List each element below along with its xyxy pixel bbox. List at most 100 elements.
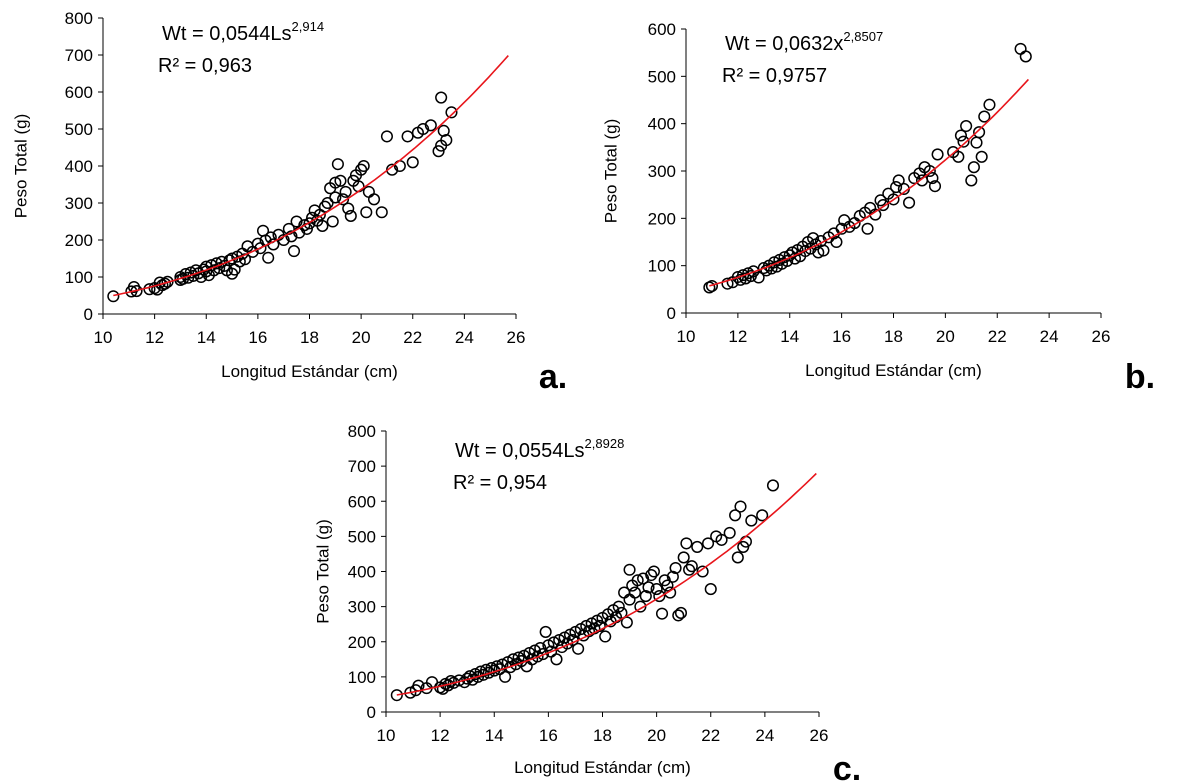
data-point — [957, 135, 970, 148]
equation-label: Wt = 0,0554Ls2,8928 — [455, 436, 624, 462]
data-point — [647, 565, 660, 578]
data-point — [593, 619, 606, 632]
data-point — [655, 607, 669, 620]
data-point — [161, 275, 174, 288]
x-tick-label: 14 — [197, 328, 216, 347]
data-point — [887, 193, 900, 206]
data-point — [339, 185, 352, 198]
y-axis-label: Peso Total (g) — [11, 114, 30, 219]
data-point — [357, 159, 370, 173]
data-point — [367, 193, 381, 206]
data-point — [965, 174, 978, 187]
data-point — [290, 215, 303, 228]
data-point — [628, 586, 642, 599]
y-axis-label: Peso Total (g) — [313, 519, 332, 624]
data-point — [715, 533, 728, 546]
x-tick-label: 14 — [780, 327, 799, 346]
data-point — [474, 665, 487, 678]
equation-label: Wt = 0,0544Ls2,914 — [162, 19, 324, 45]
x-axis-label: Longitud Estándar (cm) — [805, 361, 982, 380]
data-point — [892, 174, 905, 187]
chart-panel-c: 0 100 200 300 400 500 600 700 800 10 12 14 16 18 20 22 2… — [313, 422, 861, 783]
data-point — [653, 590, 666, 603]
trendline — [709, 78, 1029, 287]
x-tick-label: 24 — [455, 328, 474, 347]
data-point — [534, 642, 547, 655]
data-point — [954, 129, 967, 142]
trendline — [396, 472, 817, 696]
y-tick-label: 300 — [65, 194, 93, 213]
x-tick-label: 10 — [94, 328, 113, 347]
data-point — [360, 206, 373, 219]
y-tick-label: 700 — [348, 457, 376, 476]
data-point — [321, 196, 334, 210]
x-tick-label: 12 — [431, 726, 450, 745]
data-point — [903, 196, 916, 209]
y-tick-label: 400 — [648, 115, 676, 134]
y-tick-label: 200 — [65, 231, 93, 250]
data-point — [463, 670, 476, 683]
data-point — [432, 145, 445, 158]
data-point — [1019, 50, 1032, 63]
y-tick-label: 800 — [65, 9, 93, 28]
x-tick-label: 18 — [884, 327, 903, 346]
data-point — [380, 130, 393, 143]
data-point — [480, 663, 493, 676]
equation-exponent: 2,8928 — [585, 436, 625, 451]
data-point — [440, 134, 453, 147]
y-tick-label: 600 — [648, 20, 676, 39]
data-point — [634, 600, 647, 613]
x-tick-label: 22 — [701, 726, 720, 745]
x-tick-label: 26 — [810, 726, 829, 745]
x-tick-label: 10 — [377, 726, 396, 745]
data-point — [639, 590, 652, 603]
y-tick-label: 400 — [348, 563, 376, 582]
data-point — [572, 642, 585, 655]
data-point — [444, 675, 458, 688]
x-tick-label: 12 — [145, 328, 164, 347]
x-axis-label: Longitud Estándar (cm) — [514, 758, 691, 777]
x-tick-label: 16 — [248, 328, 267, 347]
y-tick-label: 600 — [65, 83, 93, 102]
data-point — [723, 526, 736, 539]
panel-label: c. — [833, 750, 861, 783]
x-tick-label: 22 — [988, 327, 1007, 346]
trendline — [113, 55, 509, 297]
panel-label: b. — [1125, 358, 1155, 396]
data-point — [696, 565, 709, 578]
data-point — [107, 290, 120, 303]
data-point — [424, 119, 437, 132]
data-point — [742, 267, 755, 280]
x-tick-label: 24 — [1040, 327, 1059, 346]
y-axis-label: Peso Total (g) — [601, 119, 620, 224]
y-tick-label: 500 — [348, 527, 376, 546]
data-point — [417, 122, 430, 136]
data-point — [642, 581, 655, 594]
data-point — [650, 583, 663, 596]
data-point — [637, 572, 650, 585]
data-point — [807, 232, 820, 245]
data-point — [588, 622, 601, 635]
data-point — [691, 540, 704, 553]
data-point — [975, 150, 988, 163]
data-point — [812, 246, 825, 259]
equation-base: Wt = 0,0632x — [725, 33, 843, 55]
equation-exponent: 2,8507 — [843, 29, 883, 44]
data-point — [303, 217, 316, 230]
data-point — [344, 209, 357, 222]
data-point — [978, 110, 991, 123]
data-point — [931, 148, 944, 161]
data-point — [553, 633, 566, 647]
data-point — [262, 251, 275, 264]
data-point — [612, 600, 625, 613]
data-point — [375, 206, 388, 219]
y-tick-label: 100 — [65, 268, 93, 287]
data-point — [329, 176, 342, 189]
r-squared-label: R² = 0,954 — [453, 472, 547, 494]
x-tick-label: 22 — [403, 328, 422, 347]
data-point — [669, 561, 682, 575]
data-point — [158, 277, 171, 290]
y-tick-label: 300 — [348, 598, 376, 617]
data-point — [928, 180, 942, 193]
data-point — [983, 98, 996, 111]
